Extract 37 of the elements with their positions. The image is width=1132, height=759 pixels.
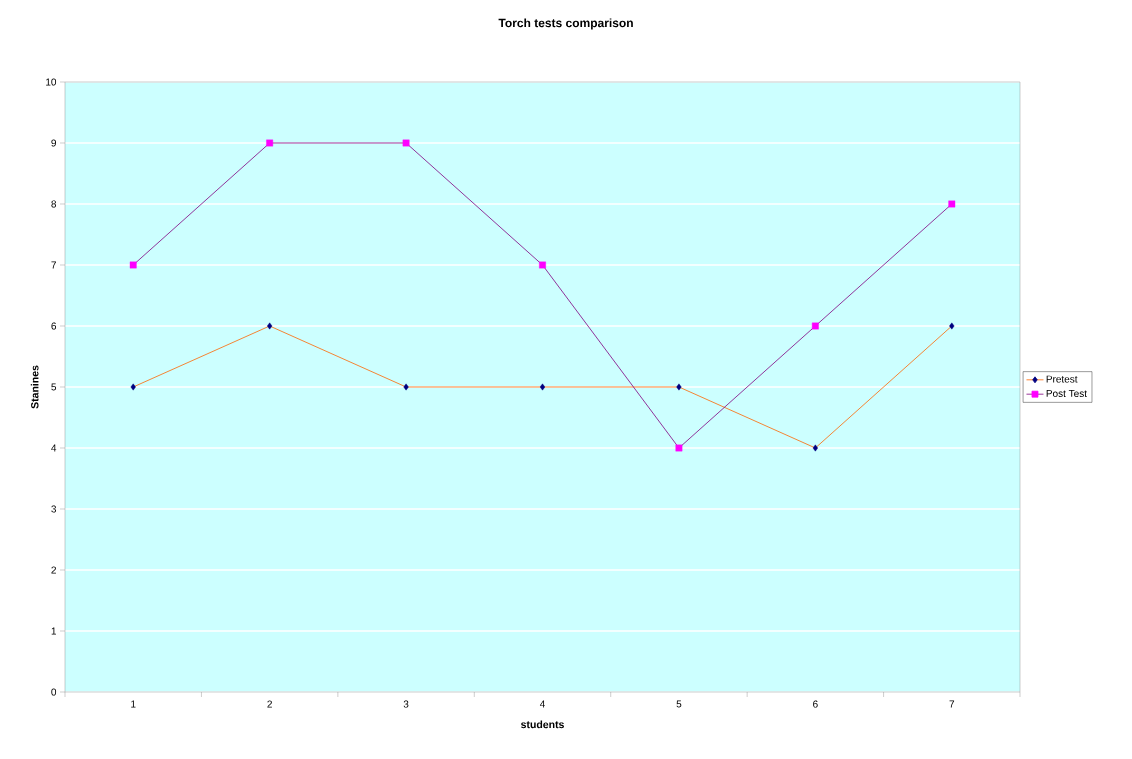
- y-tick-label: 10: [46, 78, 57, 86]
- y-tick-label: 0: [51, 688, 57, 696]
- legend-label: Pretest: [1046, 375, 1078, 383]
- legend-label: Post Test: [1046, 389, 1087, 397]
- chart-title: Torch tests comparison: [498, 18, 633, 30]
- y-tick-label: 5: [51, 383, 57, 391]
- point: [129, 261, 137, 269]
- point: [811, 322, 819, 330]
- point: [676, 383, 682, 391]
- point: [948, 200, 956, 208]
- y-tick-label: 1: [51, 627, 56, 635]
- y-tick-label: 4: [51, 444, 57, 452]
- y-tick-label: 9: [51, 139, 57, 147]
- point: [266, 139, 274, 147]
- y-tick-label: 3: [51, 505, 57, 513]
- point: [403, 383, 409, 391]
- x-axis-title: students: [521, 720, 564, 729]
- point: [539, 261, 546, 269]
- x-tick-label: 1: [131, 700, 136, 708]
- y-tick-label: 6: [51, 322, 57, 330]
- point: [949, 322, 955, 330]
- point: [402, 139, 410, 147]
- x-tick-label: 3: [403, 700, 409, 708]
- x-tick-label: 7: [949, 700, 955, 708]
- point: [539, 383, 546, 391]
- point: [812, 444, 818, 452]
- point: [267, 322, 273, 330]
- y-tick-label: 7: [51, 261, 56, 269]
- x-tick-label: 4: [539, 700, 545, 708]
- point: [675, 444, 683, 452]
- point: [130, 383, 136, 391]
- x-tick-label: 5: [676, 700, 682, 708]
- x-tick-label: 2: [267, 700, 272, 708]
- y-tick-label: 2: [51, 566, 56, 574]
- y-axis-title: Stanines: [30, 365, 39, 409]
- y-tick-label: 8: [51, 200, 57, 208]
- x-tick-label: 6: [813, 700, 818, 708]
